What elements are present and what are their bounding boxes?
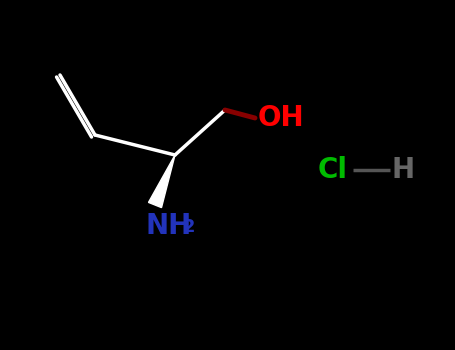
Text: H: H bbox=[392, 156, 415, 184]
Text: 2: 2 bbox=[183, 218, 196, 236]
Polygon shape bbox=[148, 155, 175, 208]
Text: OH: OH bbox=[258, 104, 305, 132]
Text: Cl: Cl bbox=[318, 156, 348, 184]
Text: NH: NH bbox=[145, 212, 191, 240]
